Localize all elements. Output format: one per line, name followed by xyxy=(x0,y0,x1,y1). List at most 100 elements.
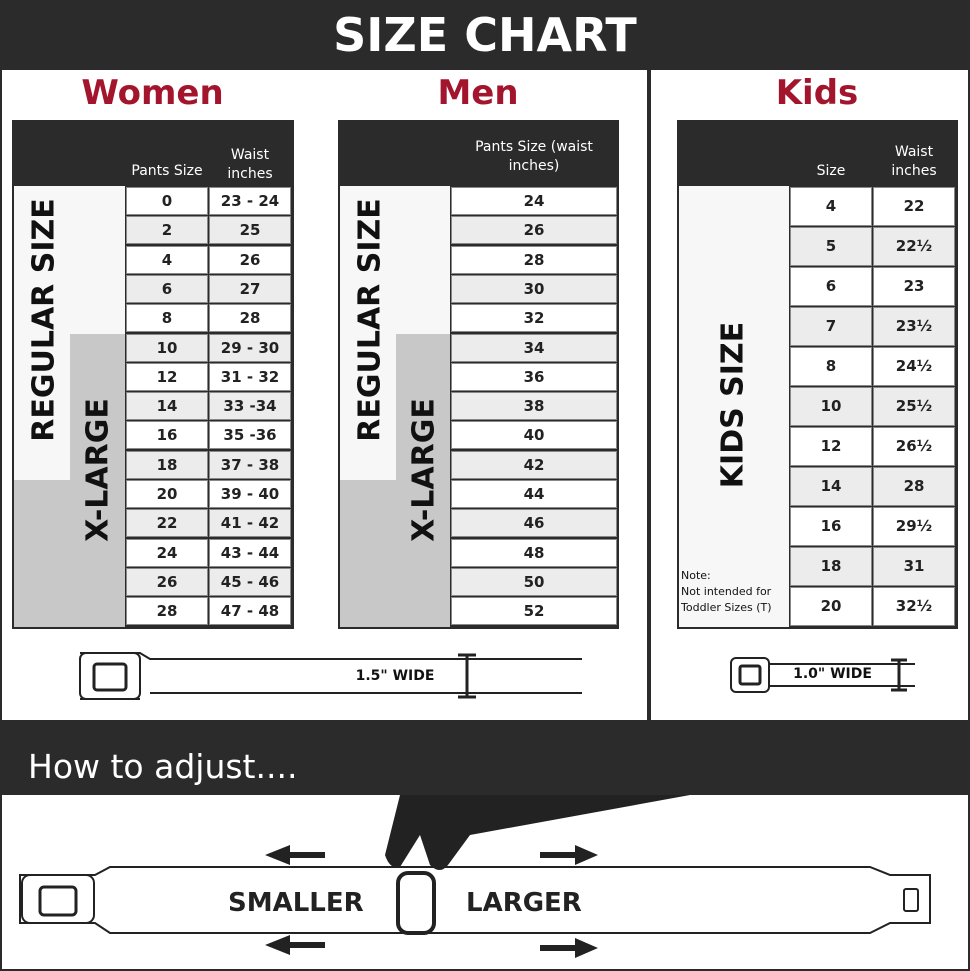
men-size-cell: 38 xyxy=(451,392,617,421)
kids-col-size: Size xyxy=(816,163,846,179)
women-waist-cell: 35 -36 xyxy=(209,421,291,450)
women-size-cell: 20 xyxy=(126,480,208,508)
men-size-cell: 42 xyxy=(451,450,617,479)
men-size-cell: 50 xyxy=(451,567,617,596)
xlarge-label: X-LARGE xyxy=(406,398,442,542)
men-size-cell: 24 xyxy=(451,187,617,215)
women-size-cell: 6 xyxy=(126,274,208,303)
men-size-cell: 28 xyxy=(451,245,617,274)
xlarge-panel xyxy=(70,334,125,627)
women-waist-cell: 27 xyxy=(209,274,291,303)
note-title: Note: xyxy=(681,569,711,582)
women-size-cell: 4 xyxy=(126,245,208,274)
women-waist-cell: 41 - 42 xyxy=(209,509,291,538)
women-size-cell: 10 xyxy=(126,333,208,362)
width-marker-icon xyxy=(458,653,476,699)
women-waist-cell: 43 - 44 xyxy=(209,538,291,567)
kids-size-cell: 18 xyxy=(790,547,872,586)
women-waist-cell: 28 xyxy=(209,304,291,333)
belt-tip-icon xyxy=(903,888,919,912)
kids-title: Kids xyxy=(775,73,859,113)
women-col-pants-size: Pants Size xyxy=(131,163,203,179)
kids-size-cell: 14 xyxy=(790,467,872,506)
regular-size-label: REGULAR SIZE xyxy=(352,198,388,442)
kids-size-cell: 5 xyxy=(790,227,872,266)
kids-waist-cell: 22½ xyxy=(873,227,955,266)
women-size-cell: 2 xyxy=(126,216,208,245)
women-waist-cell: 39 - 40 xyxy=(209,480,291,508)
width-marker-icon xyxy=(891,658,907,692)
women-waist-cell: 37 - 38 xyxy=(209,450,291,479)
kids-size-cell: 16 xyxy=(790,507,872,546)
kids-size-panel xyxy=(679,186,789,627)
how-to-adjust-title: How to adjust.... xyxy=(0,722,970,795)
kids-waist-cell: 25½ xyxy=(873,387,955,426)
women-waist-cell: 31 - 32 xyxy=(209,362,291,391)
kids-size-cell: 20 xyxy=(790,587,872,626)
men-size-cell: 32 xyxy=(451,304,617,333)
regular-size-label: REGULAR SIZE xyxy=(26,198,62,442)
women-waist-cell: 26 xyxy=(209,245,291,274)
women-waist-cell: 29 - 30 xyxy=(209,333,291,362)
kids-size-cell: 8 xyxy=(790,347,872,386)
kids-size-cell: 12 xyxy=(790,427,872,466)
adjust-section xyxy=(0,795,970,971)
women-size-cell: 28 xyxy=(126,597,208,626)
men-size-cell: 48 xyxy=(451,538,617,567)
men-size-cell: 44 xyxy=(451,480,617,508)
buckle-icon xyxy=(730,657,770,693)
women-waist-cell: 25 xyxy=(209,216,291,245)
women-size-cell: 14 xyxy=(126,392,208,421)
women-waist-cell: 33 -34 xyxy=(209,392,291,421)
larger-label: LARGER xyxy=(466,888,582,918)
women-size-cell: 18 xyxy=(126,450,208,479)
men-size-cell: 36 xyxy=(451,362,617,391)
men-size-cell: 40 xyxy=(451,421,617,450)
men-size-cell: 34 xyxy=(451,333,617,362)
kids-waist-cell: 24½ xyxy=(873,347,955,386)
arrow-left-icon xyxy=(265,845,325,955)
men-table: Pants Size (waist inches) REGULAR SIZE X… xyxy=(338,120,619,629)
kids-note: Note: Not intended for Toddler Sizes (T) xyxy=(681,568,791,616)
women-size-cell: 12 xyxy=(126,362,208,391)
slider-loop-icon xyxy=(396,871,436,935)
women-size-cell: 22 xyxy=(126,509,208,538)
kids-waist-cell: 31 xyxy=(873,547,955,586)
kids-waist-cell: 28 xyxy=(873,467,955,506)
kids-size-cell: 10 xyxy=(790,387,872,426)
men-col-pants-size: Pants Size (waist inches) xyxy=(475,139,593,174)
women-size-cell: 26 xyxy=(126,567,208,596)
women-size-cell: 8 xyxy=(126,304,208,333)
kids-waist-cell: 23 xyxy=(873,267,955,306)
kids-size-label: KIDS SIZE xyxy=(715,321,751,489)
women-size-cell: 0 xyxy=(126,187,208,215)
men-size-cell: 52 xyxy=(451,597,617,626)
women-waist-cell: 45 - 46 xyxy=(209,567,291,596)
belt-kids-illustration xyxy=(730,657,915,693)
note-text: Not intended for Toddler Sizes (T) xyxy=(681,585,772,614)
kids-size-cell: 7 xyxy=(790,307,872,346)
women-waist-cell: 47 - 48 xyxy=(209,597,291,626)
women-size-cell: 16 xyxy=(126,421,208,450)
kids-table: Size Waist inches KIDS SIZE 4 22 5 22½ 6 23 7 2… xyxy=(677,120,958,629)
women-title: Women xyxy=(81,73,224,113)
men-size-cell: 46 xyxy=(451,509,617,538)
kids-waist-cell: 22 xyxy=(873,187,955,226)
belt-kids-width: 1.0" WIDE xyxy=(793,666,872,682)
xlarge-panel-lower xyxy=(340,480,396,627)
xlarge-panel-lower xyxy=(14,480,70,627)
xlarge-label: X-LARGE xyxy=(80,398,116,542)
kids-waist-cell: 29½ xyxy=(873,507,955,546)
kids-size-cell: 4 xyxy=(790,187,872,226)
men-size-cell: 26 xyxy=(451,216,617,245)
smaller-label: SMALLER xyxy=(228,888,364,918)
page-title: SIZE CHART xyxy=(0,0,970,70)
arrow-right-icon xyxy=(540,845,598,958)
kids-waist-cell: 26½ xyxy=(873,427,955,466)
hand-icon xyxy=(385,795,690,870)
chart-frame xyxy=(0,70,970,722)
kids-col-waist: Waist inches xyxy=(891,144,937,179)
kids-waist-cell: 23½ xyxy=(873,307,955,346)
xlarge-panel xyxy=(396,334,450,627)
kids-waist-cell: 32½ xyxy=(873,587,955,626)
